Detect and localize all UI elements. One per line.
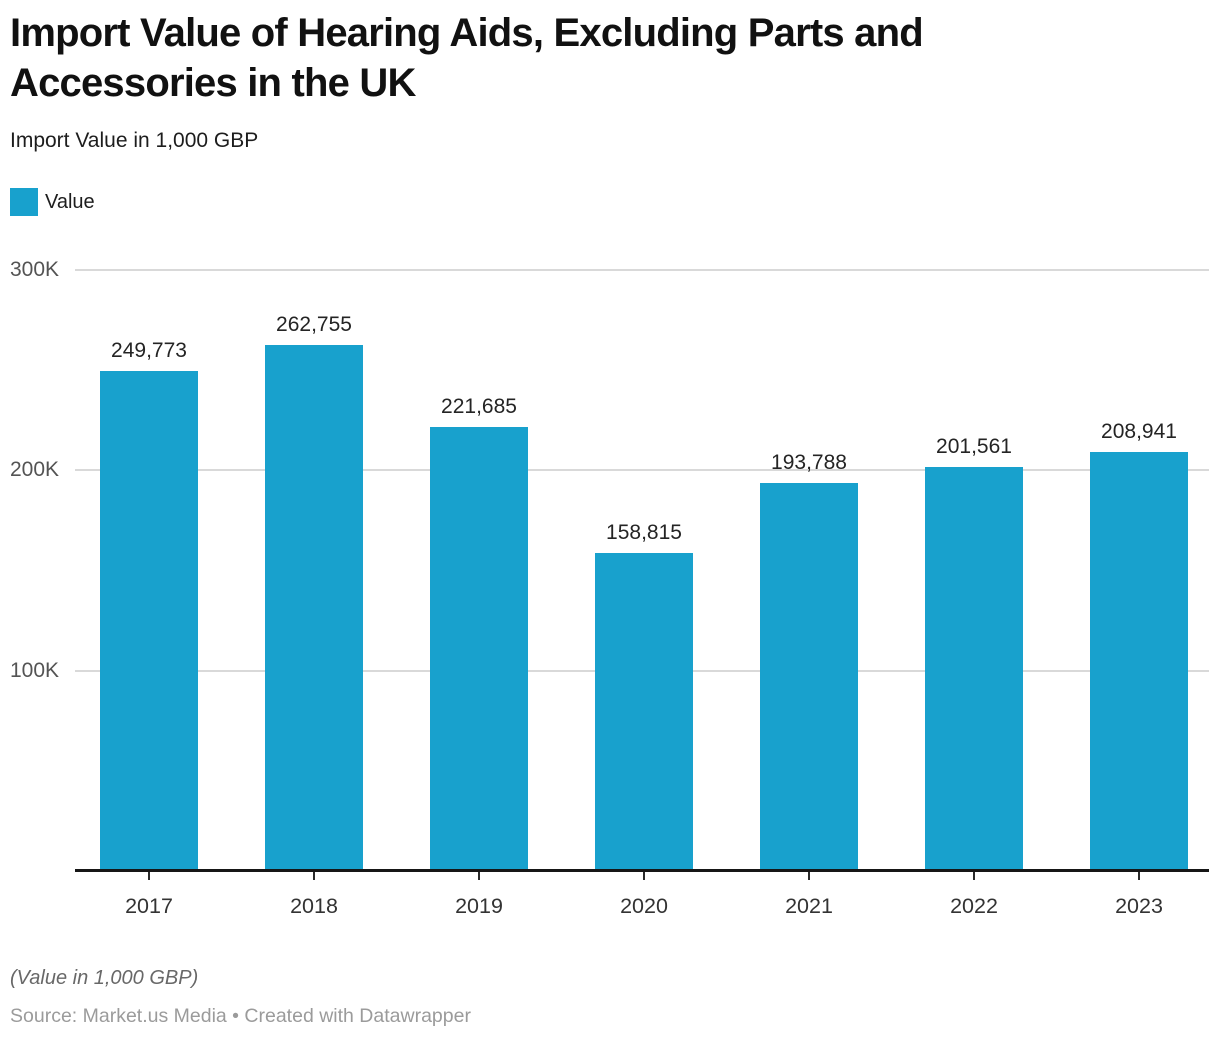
x-axis-label-2019: 2019 [455, 894, 503, 918]
x-axis-tick-2019 [478, 872, 480, 880]
x-axis-tick-2018 [313, 872, 315, 880]
source-attribution: Source: Market.us Media • Created with D… [10, 1005, 471, 1027]
y-axis-label-200k: 200K [10, 458, 60, 482]
bar-value-label-2021: 193,788 [771, 451, 847, 474]
bar-2021[interactable] [760, 483, 858, 871]
chart-title-line-1: Import Value of Hearing Aids, Excluding … [10, 11, 924, 55]
chart-subtitle: Import Value in 1,000 GBP [10, 129, 259, 152]
bar-2018[interactable] [265, 345, 363, 871]
x-axis-tick-2021 [808, 872, 810, 880]
y-axis-label-100k: 100K [10, 658, 60, 682]
x-axis-label-2022: 2022 [950, 894, 998, 918]
gridline-300k [75, 269, 1209, 271]
x-axis-tick-2022 [973, 872, 975, 880]
y-axis-label-300k: 300K [10, 258, 60, 281]
x-axis-baseline [75, 869, 1209, 872]
bar-value-label-2017: 249,773 [111, 339, 187, 362]
bar-value-label-2022: 201,561 [936, 435, 1012, 458]
chart-footnote: (Value in 1,000 GBP) [10, 967, 199, 989]
bar-2017[interactable] [100, 371, 198, 871]
chart-title-line-2: Accessories in the UK [10, 61, 416, 105]
x-axis-label-2021: 2021 [785, 894, 833, 918]
legend-label: Value [45, 190, 95, 213]
chart-title: Import Value of Hearing Aids, Excluding … [10, 8, 924, 108]
bar-value-label-2020: 158,815 [606, 521, 682, 544]
legend-color-swatch [10, 188, 38, 216]
x-axis-label-2017: 2017 [125, 894, 173, 918]
x-axis-label-2023: 2023 [1115, 894, 1163, 918]
bar-2022[interactable] [925, 467, 1023, 871]
legend: Value [10, 188, 95, 216]
x-axis-tick-2023 [1138, 872, 1140, 880]
bar-value-label-2019: 221,685 [441, 395, 517, 418]
bar-2020[interactable] [595, 553, 693, 871]
x-axis-label-2018: 2018 [290, 894, 338, 918]
x-axis-label-2020: 2020 [620, 894, 668, 918]
bar-value-label-2023: 208,941 [1101, 420, 1177, 443]
x-axis-tick-2017 [148, 872, 150, 880]
x-axis-tick-2020 [643, 872, 645, 880]
bar-value-label-2018: 262,755 [276, 313, 352, 336]
bar-2019[interactable] [430, 427, 528, 871]
gridline-200k [75, 469, 1209, 472]
bar-2023[interactable] [1090, 452, 1188, 871]
